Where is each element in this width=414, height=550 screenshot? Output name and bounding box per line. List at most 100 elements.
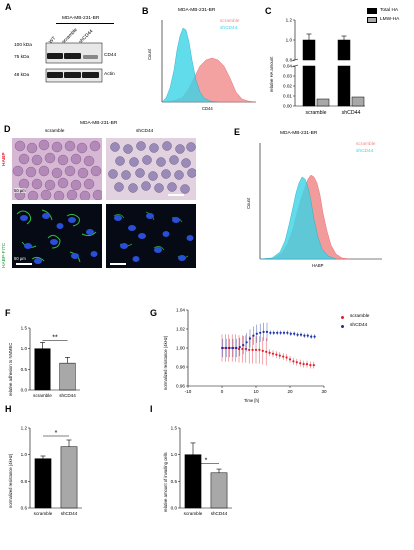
legend-shcd44: shCD44 — [220, 26, 238, 31]
y-tick-label: 1.5 — [21, 326, 28, 331]
bar-scramble — [184, 454, 202, 509]
legend-shcd44: shCD44 — [356, 149, 374, 154]
point-shCD44 — [252, 334, 255, 337]
y-tick-label: 1.04 — [176, 308, 185, 313]
point-shCD44 — [238, 345, 241, 349]
col-label-shcd44: shCD44 — [136, 129, 154, 134]
micrograph-fitc-shcd44 — [106, 204, 196, 268]
panel-e: E MDA-MB-231-BR Count HABP scramble shCD… — [230, 125, 390, 285]
panel-letter: E — [234, 127, 241, 137]
western-blot — [45, 42, 103, 83]
scalebar — [110, 263, 126, 265]
histogram-title: MDA-MB-231-BR — [280, 131, 318, 136]
point-scramble — [265, 350, 268, 353]
x-axis-label: CD44 — [202, 106, 213, 111]
fitc-shcd44-cells — [113, 211, 194, 262]
sig-marker: * — [55, 430, 58, 437]
y-tick-label: 0.01 — [283, 94, 292, 99]
micrograph-fitc-scramble: 50 µm — [12, 204, 102, 268]
point-shCD44 — [265, 330, 269, 333]
y-tick-label: 0.03 — [283, 74, 292, 79]
point-shCD44 — [282, 331, 286, 334]
point-shCD44 — [276, 331, 279, 334]
y-axis-label: Count — [246, 197, 251, 209]
point-scramble — [288, 358, 292, 361]
x-tick-label: 10 — [253, 389, 259, 394]
point-scramble — [258, 348, 261, 351]
adhesion-bar-chart: 0.0 0.5 1.0 1.5 scramble shCD44 ** — [21, 326, 80, 398]
point-scramble — [302, 363, 305, 366]
y-tick-label: 0.98 — [176, 365, 185, 370]
bar-scramble — [34, 458, 52, 509]
point-scramble — [244, 347, 247, 351]
bar-shCD44 — [59, 362, 76, 391]
panel-letter: H — [5, 404, 12, 414]
y-tick-label: 0.8 — [21, 479, 28, 484]
marker-75: 75 kDa — [14, 55, 30, 60]
category-label: scramble — [34, 511, 53, 516]
habp-scramble-cells — [12, 139, 102, 200]
y-tick-label: 1.0 — [171, 452, 178, 457]
category-label: scramble — [184, 511, 203, 516]
point-scramble — [305, 363, 309, 366]
panel-letter: B — [142, 6, 149, 16]
band-cd44-label: CD44 — [104, 53, 117, 58]
y-tick-label: 1.02 — [176, 327, 185, 332]
point-shCD44 — [235, 346, 238, 350]
cell-line-label: MDA-MB-231-BR — [80, 121, 118, 126]
legend-shcd44-marker — [341, 325, 344, 328]
bar-LMW-HA-scramble — [316, 98, 330, 107]
point-shCD44 — [225, 346, 228, 350]
category-label: scramble — [305, 110, 326, 116]
point-shCD44 — [245, 341, 248, 344]
histogram-shcd44 — [259, 176, 337, 260]
panel-letter: C — [265, 6, 272, 16]
lane-underline — [56, 23, 114, 24]
row-label-habp: HABP — [2, 152, 7, 166]
panel-letter: F — [5, 308, 11, 318]
legend-scramble: scramble — [220, 19, 240, 24]
point-shCD44 — [272, 331, 275, 334]
bar-Total HA-shCD44-lower — [337, 65, 351, 107]
panel-a: A MDA-MB-231-BR WT scramble shCD44 100 k… — [0, 0, 130, 100]
row-label-habp-fitc: HABP-FITC — [2, 242, 7, 268]
marker-100: 100 kDa — [14, 43, 32, 48]
point-shCD44 — [296, 333, 299, 336]
point-scramble — [299, 362, 302, 365]
point-scramble — [254, 348, 258, 351]
bar-Total HA-shCD44 — [337, 39, 351, 61]
sig-marker: * — [205, 458, 208, 465]
bar-shCD44 — [60, 446, 78, 509]
y-tick-label: 0.6 — [21, 506, 28, 511]
y-tick-label: 1.2 — [21, 426, 28, 431]
category-label: shCD44 — [211, 511, 228, 516]
legend-lmw-ha: LMW-HA — [380, 17, 400, 22]
y-tick-label: 0.02 — [283, 84, 292, 89]
point-shCD44 — [259, 331, 262, 334]
micrograph-habp-scramble: 50 µm — [12, 138, 102, 200]
point-scramble — [275, 353, 278, 356]
category-label: shCD44 — [61, 511, 78, 516]
scalebar — [16, 263, 32, 265]
point-scramble — [271, 352, 275, 355]
invasion-bar-chart: 0.0 0.5 1.0 1.5 scramble shCD44 * — [171, 426, 232, 516]
y-tick-label: 0.8 — [286, 58, 293, 63]
point-shCD44 — [289, 332, 292, 335]
point-shCD44 — [303, 334, 306, 337]
legend-total-ha-swatch — [367, 8, 377, 14]
point-shCD44 — [255, 332, 258, 335]
legend-scramble: scramble — [356, 142, 376, 147]
cell-line-label: MDA-MB-231-BR — [62, 16, 100, 21]
legend-lmw-ha-swatch — [367, 17, 377, 23]
micrograph-habp-shcd44 — [106, 138, 196, 200]
scalebar-label: 50 µm — [14, 188, 26, 193]
point-shCD44 — [299, 333, 303, 336]
bar-Total HA-scramble — [302, 39, 316, 61]
point-shCD44 — [269, 331, 272, 334]
point-scramble — [309, 364, 312, 367]
x-axis-label: Time [h] — [244, 398, 259, 403]
panel-g: G normalized resistance (4kHz) Time [h] … — [150, 300, 414, 410]
point-shCD44 — [228, 346, 231, 350]
resistance-time-chart: 0.96 0.98 1.00 1.02 1.04 -10 0 10 20 30 — [176, 308, 327, 395]
panel-c: C Total HA LMW-HA relative HA amount 0.8… — [265, 0, 414, 128]
